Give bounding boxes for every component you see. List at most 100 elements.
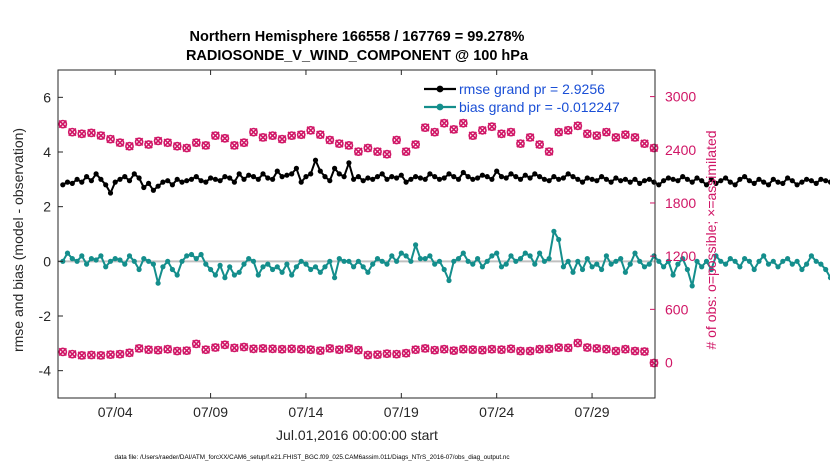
obs-upper-point-cross [239, 138, 249, 147]
obs-upper-point [210, 131, 220, 140]
obs-lower-point-cross [153, 345, 163, 355]
bias-point [804, 261, 810, 267]
bias-point [303, 261, 309, 267]
obs-lower-point [77, 350, 87, 360]
obs-upper-point-circle [191, 138, 201, 148]
obs-upper-point [640, 139, 649, 148]
obs-lower-point [125, 348, 134, 358]
rmse-point [274, 168, 280, 174]
bias-point [541, 258, 548, 264]
rmse-point [546, 178, 552, 184]
obs-upper-point-circle [67, 127, 77, 137]
obs-upper-point-cross [602, 127, 611, 137]
obs-lower-point [554, 343, 564, 352]
obs-lower-point-cross [297, 345, 306, 354]
bias-point [417, 256, 423, 262]
obs-upper-point [229, 140, 239, 150]
bias-point [451, 258, 457, 264]
obs-lower-point-cross [611, 346, 621, 356]
obs-lower-point [153, 345, 163, 355]
obs-upper-point-cross [649, 143, 659, 153]
obs-lower-point-cross [544, 344, 554, 353]
obs-upper-point-cross [411, 140, 420, 149]
rmse-point [551, 174, 557, 180]
obs-upper-point-circle [458, 118, 468, 128]
obs-lower-point-circle [296, 344, 306, 354]
obs-upper-point-cross [564, 126, 573, 135]
data-file-footer: data file: /Users/raeder/DAI/ATM_forcXX/… [114, 454, 509, 461]
rmse-point [74, 176, 80, 182]
bias-point [727, 256, 733, 262]
obs-lower-point-circle [268, 344, 277, 354]
obs-upper-point [144, 140, 153, 149]
bias-point [808, 253, 815, 259]
obs-lower-point [249, 344, 258, 354]
bias-point [546, 256, 552, 262]
rmse-point [227, 175, 233, 181]
obs-upper-point [344, 140, 354, 150]
obs-lower-point [220, 340, 230, 350]
rmse-point [112, 179, 118, 185]
obs-upper-point [516, 139, 525, 148]
obs-upper-point [220, 133, 230, 143]
bias-point [250, 258, 257, 264]
bias-point [336, 256, 342, 262]
obs-upper-point-circle [87, 128, 96, 138]
obs-lower-point [325, 343, 335, 353]
obs-upper-point [592, 131, 602, 140]
x-tick-label: 07/14 [288, 404, 323, 420]
bias-point [241, 261, 247, 267]
bias-point [465, 258, 471, 264]
obs-lower-point [229, 343, 239, 353]
rmse-point [246, 172, 252, 178]
obs-upper-point-circle [106, 134, 115, 144]
rmse-point [308, 171, 314, 177]
obs-lower-point [506, 344, 516, 354]
rmse-point [370, 176, 376, 182]
rmse-point [537, 174, 543, 180]
obs-upper-point-cross [77, 129, 86, 138]
obs-upper-point [77, 129, 87, 139]
obs-lower-point-cross [230, 343, 239, 353]
bias-point [155, 280, 161, 286]
obs-lower-point-circle [411, 345, 420, 355]
bias-point [227, 264, 233, 270]
rmse-point [346, 160, 352, 166]
obs-upper-point-circle [554, 127, 564, 137]
rmse-point [265, 175, 271, 181]
bias-point [713, 253, 719, 259]
obs-lower-point-circle [134, 343, 144, 353]
bias-point [84, 261, 90, 267]
bias-point [780, 258, 786, 264]
rmse-point [584, 175, 590, 181]
obs-lower-point [544, 344, 554, 354]
rmse-point [785, 175, 791, 181]
bias-point [627, 261, 633, 267]
bias-point [732, 258, 738, 264]
rmse-point [436, 176, 443, 182]
rmse-point [737, 176, 743, 182]
rmse-point [160, 179, 166, 185]
rmse-point [827, 179, 830, 185]
obs-upper-point-cross [230, 141, 239, 150]
legend: rmse grand pr = 2.9256 bias grand pr = -… [424, 81, 620, 115]
obs-upper-point [239, 138, 249, 148]
bias-point [184, 253, 190, 259]
rmse-point [317, 168, 323, 174]
obs-lower-point [67, 349, 77, 359]
obs-upper-point-circle [353, 147, 363, 156]
obs-upper-point-circle [497, 129, 506, 139]
obs-lower-point-circle [191, 339, 201, 349]
y-left-tick-label: 2 [43, 199, 51, 215]
bias-point [675, 261, 681, 267]
obs-lower-point-cross [211, 343, 220, 352]
obs-upper-point-cross [440, 119, 449, 128]
rmse-point [665, 175, 672, 181]
obs-lower-point-cross [630, 346, 640, 356]
obs-upper-point [67, 127, 77, 137]
obs-lower-point-circle [525, 346, 535, 356]
bias-point [284, 261, 290, 267]
bias-point [770, 258, 776, 264]
bias-point [260, 264, 266, 270]
obs-upper-point-circle [544, 147, 554, 156]
